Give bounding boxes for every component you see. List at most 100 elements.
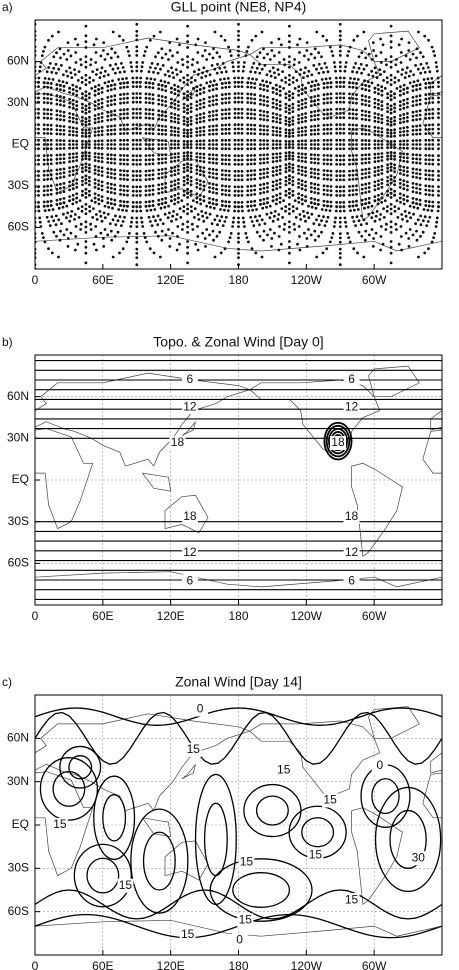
gll-point	[355, 184, 358, 188]
gll-point	[135, 194, 139, 197]
gll-point	[66, 211, 70, 215]
gll-point	[411, 167, 415, 171]
gll-point	[84, 120, 88, 124]
gll-point	[170, 188, 173, 192]
gll-point	[266, 143, 269, 146]
gll-point	[195, 127, 199, 130]
gll-point	[198, 130, 202, 133]
gll-point	[157, 94, 161, 98]
gll-point	[300, 113, 304, 116]
gll-point	[393, 146, 396, 150]
gll-point	[291, 92, 295, 96]
gll-point	[364, 143, 368, 146]
gll-point	[367, 190, 371, 194]
gll-point	[68, 184, 71, 188]
contour-label: 6	[187, 574, 194, 588]
gll-point	[366, 80, 370, 84]
gll-point	[364, 124, 368, 128]
gll-point	[148, 154, 151, 157]
gll-point	[59, 95, 62, 98]
gll-point	[271, 112, 275, 115]
gll-point	[164, 125, 168, 128]
gll-point	[275, 169, 279, 173]
gll-point	[109, 147, 113, 150]
gll-point	[122, 193, 126, 197]
gll-point	[125, 45, 129, 49]
gll-point	[135, 116, 139, 120]
gll-point	[220, 147, 224, 151]
gll-point	[126, 173, 129, 177]
gll-point	[356, 208, 360, 211]
gll-point	[98, 76, 102, 79]
panel-label: c)	[2, 675, 12, 689]
coastline	[35, 235, 442, 252]
gll-point	[211, 99, 215, 103]
gll-point	[189, 205, 193, 209]
gll-point	[227, 45, 231, 49]
gll-point	[351, 92, 355, 96]
gll-point	[161, 222, 165, 226]
gll-point	[145, 77, 149, 80]
gll-point	[431, 204, 435, 208]
gll-point	[122, 173, 126, 177]
gll-point	[427, 204, 431, 208]
gll-point	[418, 128, 422, 132]
gll-point	[100, 219, 104, 223]
gll-point	[122, 138, 126, 142]
gll-point	[330, 50, 334, 53]
gll-point	[186, 157, 190, 161]
gll-point	[204, 245, 207, 248]
gll-point	[246, 112, 250, 116]
gll-point	[117, 208, 121, 211]
gll-point	[406, 188, 409, 192]
gll-point	[195, 121, 199, 125]
gll-point	[93, 143, 97, 146]
gll-point	[100, 160, 104, 164]
gll-point	[288, 94, 291, 98]
gll-point	[237, 169, 240, 173]
gll-point	[367, 197, 371, 200]
gll-point	[291, 128, 295, 132]
gll-point	[288, 207, 291, 211]
gll-point	[298, 213, 302, 216]
gll-point	[88, 146, 91, 150]
gll-point	[164, 143, 168, 146]
gll-point	[106, 186, 110, 189]
gll-point	[131, 76, 135, 80]
gll-point	[144, 185, 148, 188]
gll-point	[360, 94, 364, 98]
gll-point	[160, 161, 164, 165]
gll-point	[75, 196, 79, 200]
gll-point	[342, 127, 346, 131]
gll-point	[273, 71, 276, 75]
gll-point	[300, 143, 304, 146]
gll-point	[144, 162, 148, 166]
gll-point	[415, 157, 418, 161]
gll-point	[322, 108, 326, 112]
gll-point	[382, 79, 385, 82]
gll-point	[46, 184, 50, 188]
gll-point	[37, 138, 40, 142]
gll-point	[149, 220, 152, 223]
gll-point	[271, 146, 275, 150]
gll-point	[164, 52, 168, 56]
contour-label: 12	[183, 545, 197, 559]
gll-point	[328, 209, 332, 213]
gll-point	[297, 143, 300, 146]
gll-point	[389, 143, 393, 146]
gll-point	[93, 114, 97, 117]
gll-point	[424, 127, 428, 131]
gll-point	[427, 112, 431, 116]
gll-point	[322, 127, 326, 131]
gll-point	[37, 76, 41, 80]
gll-point	[424, 108, 428, 112]
gll-point	[288, 169, 291, 172]
gll-point	[173, 198, 177, 201]
gll-point	[189, 110, 193, 113]
gll-point	[284, 154, 288, 158]
gll-point	[186, 143, 190, 146]
gll-point	[306, 211, 309, 215]
gll-point	[209, 205, 212, 209]
gll-point	[73, 68, 76, 71]
gll-point	[249, 108, 253, 112]
